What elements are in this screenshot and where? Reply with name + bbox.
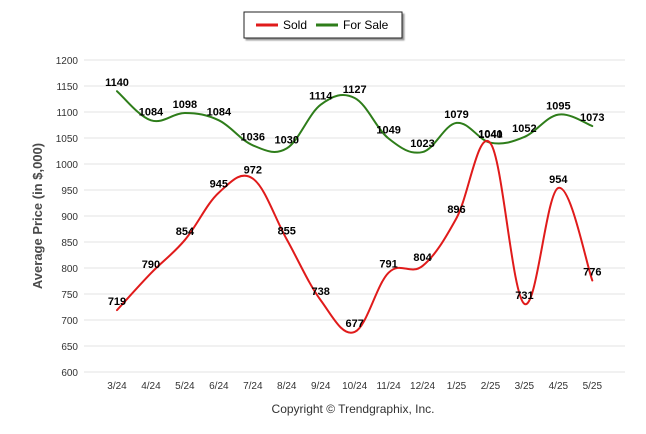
data-label-sold: 790 bbox=[142, 259, 160, 271]
x-tick-label: 12/24 bbox=[410, 381, 435, 392]
data-label-sold: 855 bbox=[278, 225, 296, 237]
data-label-for-sale: 1084 bbox=[207, 106, 232, 118]
data-label-sold: 945 bbox=[210, 179, 228, 191]
data-label-sold: 954 bbox=[549, 174, 568, 186]
x-tick-label: 4/24 bbox=[141, 381, 161, 392]
x-tick-label: 4/25 bbox=[549, 381, 569, 392]
copyright-credit: Copyright © Trendgraphix, Inc. bbox=[272, 402, 435, 416]
data-label-sold: 972 bbox=[244, 165, 262, 177]
data-label-sold: 791 bbox=[379, 259, 397, 271]
data-label-for-sale: 1140 bbox=[105, 77, 129, 89]
y-tick-label: 1050 bbox=[56, 134, 79, 145]
data-label-for-sale: 1049 bbox=[376, 125, 400, 137]
data-label-sold: 804 bbox=[413, 252, 432, 264]
x-tick-label: 5/24 bbox=[175, 381, 195, 392]
data-label-for-sale: 1079 bbox=[444, 109, 468, 121]
x-tick-label: 7/24 bbox=[243, 381, 263, 392]
y-tick-label: 950 bbox=[61, 186, 78, 197]
x-tick-label: 3/24 bbox=[107, 381, 127, 392]
y-axis-title: Average Price (in $,000) bbox=[30, 143, 45, 289]
y-tick-label: 900 bbox=[61, 212, 78, 223]
x-tick-label: 2/25 bbox=[481, 381, 501, 392]
y-tick-label: 1150 bbox=[56, 82, 78, 93]
data-label-for-sale: 1023 bbox=[410, 138, 434, 150]
data-label-sold: 731 bbox=[515, 290, 533, 302]
data-label-for-sale: 1098 bbox=[173, 99, 197, 111]
y-tick-label: 1200 bbox=[56, 56, 79, 67]
data-label-sold: 896 bbox=[447, 204, 465, 216]
y-axis-ticks: 600 650 700 750 800 850 900 950 1000 1050 1100 1150… bbox=[56, 56, 79, 379]
data-label-for-sale: 1052 bbox=[512, 123, 536, 135]
y-tick-label: 800 bbox=[61, 264, 78, 275]
x-tick-label: 3/25 bbox=[515, 381, 535, 392]
y-tick-label: 600 bbox=[61, 368, 78, 379]
data-label-sold: 776 bbox=[583, 266, 601, 278]
data-label-sold: 677 bbox=[345, 318, 363, 330]
y-tick-label: 700 bbox=[61, 316, 78, 327]
data-label-sold: 854 bbox=[176, 226, 195, 238]
data-label-for-sale: 1127 bbox=[343, 84, 367, 96]
x-tick-label: 8/24 bbox=[277, 381, 297, 392]
x-tick-label: 11/24 bbox=[376, 381, 401, 392]
legend-label-sold: Sold bbox=[283, 18, 307, 32]
y-tick-label: 1100 bbox=[56, 108, 78, 119]
legend-label-for-sale: For Sale bbox=[343, 18, 389, 32]
y-tick-label: 1000 bbox=[56, 160, 79, 171]
data-label-for-sale: 1041 bbox=[478, 129, 502, 141]
y-tick-label: 650 bbox=[61, 342, 78, 353]
data-label-sold: 719 bbox=[108, 296, 126, 308]
x-tick-label: 10/24 bbox=[342, 381, 367, 392]
grid-lines bbox=[84, 59, 625, 373]
series-line-sold bbox=[116, 139, 594, 334]
series-layer bbox=[116, 90, 594, 334]
series-line-for-sale bbox=[116, 90, 594, 154]
chart-legend: Sold For Sale bbox=[243, 11, 403, 39]
data-labels: 1140 1084 1098 1084 1036 1030 1114 1127 1049 1023… bbox=[105, 77, 604, 330]
x-tick-label: 6/24 bbox=[209, 381, 229, 392]
data-label-sold: 738 bbox=[312, 286, 330, 298]
data-label-sold: 1040 bbox=[478, 129, 502, 141]
y-tick-label: 850 bbox=[61, 238, 78, 249]
x-tick-label: 9/24 bbox=[311, 381, 331, 392]
data-label-for-sale: 1073 bbox=[580, 112, 604, 124]
data-label-for-sale: 1084 bbox=[139, 106, 164, 118]
data-label-for-sale: 1095 bbox=[546, 101, 570, 113]
x-axis-ticks: 3/24 4/24 5/24 6/24 7/24 8/24 9/24 10/24 11/24 12… bbox=[107, 381, 602, 392]
data-label-for-sale: 1114 bbox=[309, 91, 333, 103]
y-tick-label: 750 bbox=[61, 290, 78, 301]
data-label-for-sale: 1030 bbox=[275, 134, 299, 146]
x-tick-label: 1/25 bbox=[447, 381, 467, 392]
data-label-for-sale: 1036 bbox=[241, 131, 265, 143]
x-tick-label: 5/25 bbox=[583, 381, 603, 392]
